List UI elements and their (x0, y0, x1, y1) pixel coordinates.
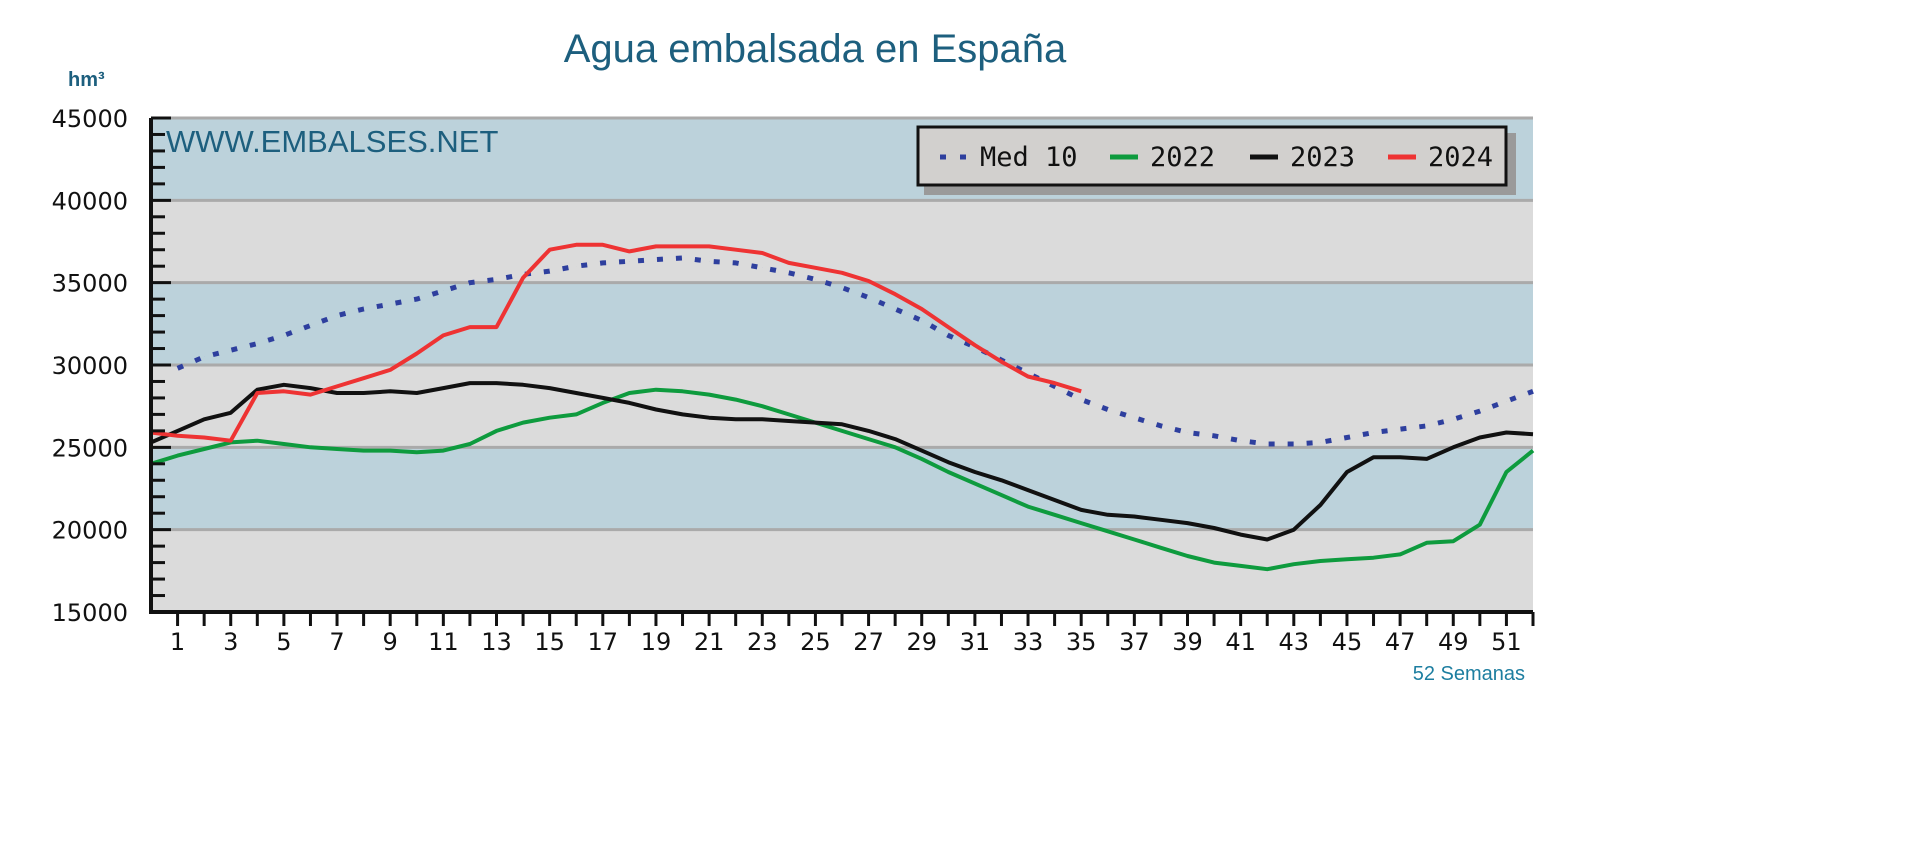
x-tick-label: 9 (383, 628, 398, 656)
x-tick-label: 13 (481, 628, 512, 656)
band (151, 447, 1533, 530)
legend-label: 2022 (1150, 142, 1215, 173)
x-tick-label: 21 (694, 628, 725, 656)
x-tick-labels: 1 3 5 7 9 11 13 15 17 19 21 23 25 27 29 31 33 35 37 39 41 43 4… (170, 628, 1522, 656)
x-tick-label: 11 (428, 628, 459, 656)
series-lines (150, 242, 1535, 572)
x-tick-label: 5 (276, 628, 291, 656)
series-line-med-10 (176, 255, 1534, 447)
x-tick-label: 19 (641, 628, 672, 656)
x-tick-label: 3 (223, 628, 238, 656)
x-tick-label: 17 (588, 628, 619, 656)
watermark: WWW.EMBALSES.NET (166, 124, 498, 159)
band (151, 529, 1533, 612)
x-tick-label: 31 (960, 628, 991, 656)
x-tick-label: 41 (1225, 628, 1256, 656)
band (151, 365, 1533, 448)
x-tick-label: 27 (853, 628, 884, 656)
legend-label: 2023 (1290, 142, 1355, 173)
y-tick-label: 15000 (52, 599, 128, 627)
series-line-2024 (150, 242, 1082, 443)
x-tick-label: 29 (906, 628, 937, 656)
y-tick-label: 40000 (52, 187, 128, 215)
y-tick-label: 30000 (52, 352, 128, 380)
y-tick-labels: 15000 20000 25000 30000 35000 40000 45000 (52, 105, 128, 627)
band (151, 200, 1533, 283)
chart-title: Agua embalsada en España (564, 27, 1067, 71)
x-tick-label: 39 (1172, 628, 1203, 656)
x-tick-label: 23 (747, 628, 778, 656)
legend-label: 2024 (1428, 142, 1493, 173)
x-tick-label: 45 (1332, 628, 1363, 656)
x-tick-label: 25 (800, 628, 831, 656)
y-tick-label: 25000 (52, 434, 128, 462)
axes (149, 116, 1535, 626)
x-tick-label: 47 (1385, 628, 1416, 656)
x-tick-label: 35 (1066, 628, 1097, 656)
x-tick-label: 1 (170, 628, 185, 656)
x-tick-label: 43 (1279, 628, 1310, 656)
legend: Med 10 2022 2023 2024 (916, 125, 1516, 195)
band (151, 282, 1533, 365)
y-tick-label: 35000 (52, 270, 128, 298)
x-tick-label: 51 (1491, 628, 1522, 656)
y-tick-label: 45000 (52, 105, 128, 133)
x-tick-label: 37 (1119, 628, 1150, 656)
x-tick-label: 7 (329, 628, 344, 656)
legend-label: Med 10 (980, 142, 1078, 173)
x-tick-label: 15 (534, 628, 565, 656)
x-axis-label: 52 Semanas (1413, 663, 1525, 685)
x-tick-label: 33 (1013, 628, 1044, 656)
y-tick-label: 20000 (52, 517, 128, 545)
y-axis-unit: hm³ (68, 69, 105, 91)
x-tick-label: 49 (1438, 628, 1469, 656)
